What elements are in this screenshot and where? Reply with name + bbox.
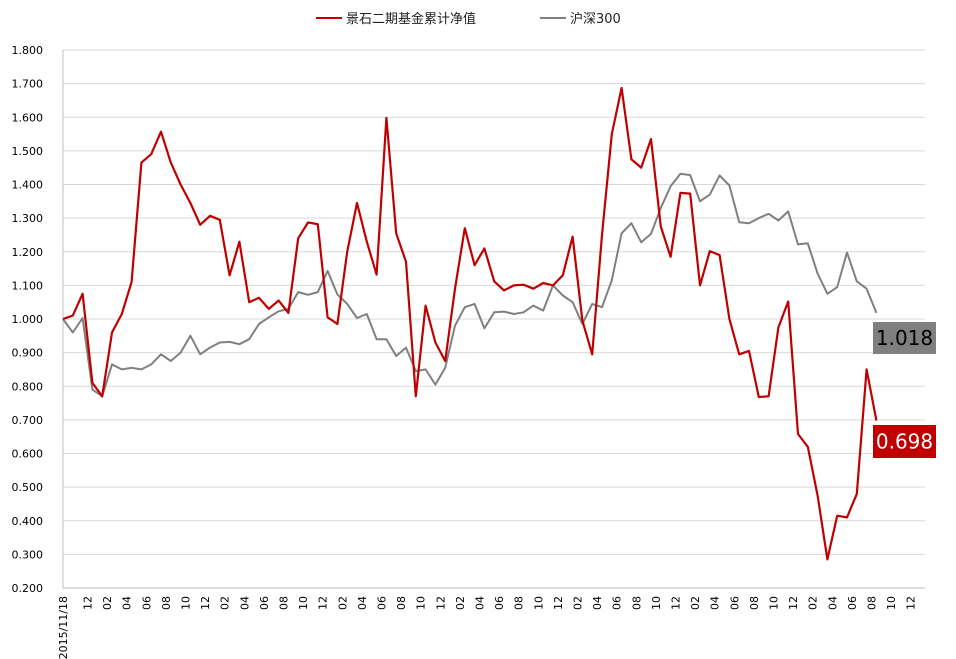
x-tick-label: 08 [278, 596, 291, 610]
y-tick-label: 0.400 [12, 515, 44, 528]
y-tick-label: 0.900 [12, 347, 44, 360]
x-tick-label: 12 [317, 596, 330, 610]
x-tick-label: 04 [709, 596, 722, 610]
x-tick-label: 08 [395, 596, 408, 610]
y-tick-label: 1.400 [12, 179, 44, 192]
x-tick-label: 08 [160, 596, 173, 610]
x-tick-label: 10 [768, 596, 781, 610]
gridlines [63, 49, 925, 589]
y-tick-label: 0.700 [12, 414, 44, 427]
end-label-1: 0.698 [876, 430, 933, 454]
x-tick-label: 2015/11/18 [57, 596, 70, 659]
y-tick-label: 1.800 [12, 44, 44, 57]
x-axis-ticks: 2015/11/18 12 02 04 06 08 10 12 02 04 06 08 10 12 02 04… [57, 596, 918, 659]
x-tick-label: 06 [493, 596, 506, 610]
x-tick-label: 08 [630, 596, 643, 610]
y-tick-label: 1.100 [12, 279, 44, 292]
y-tick-label: 0.600 [12, 448, 44, 461]
x-tick-label: 10 [532, 596, 545, 610]
y-tick-label: 0.500 [12, 481, 44, 494]
x-tick-label: 02 [572, 596, 585, 610]
x-tick-label: 10 [650, 596, 663, 610]
legend-label-0: 景石二期基金累计净值 [346, 11, 476, 27]
x-tick-label: 04 [121, 596, 134, 610]
x-tick-label: 12 [552, 596, 565, 610]
x-tick-label: 12 [434, 596, 447, 610]
x-tick-label: 08 [866, 596, 879, 610]
x-tick-label: 12 [787, 596, 800, 610]
x-tick-label: 02 [689, 596, 702, 610]
end-label-box-1 [873, 425, 936, 458]
end-label-0: 1.018 [876, 326, 933, 350]
y-tick-label: 1.000 [12, 313, 44, 326]
y-tick-label: 1.600 [12, 111, 44, 124]
x-tick-label: 10 [415, 596, 428, 610]
y-tick-label: 1.700 [12, 78, 44, 91]
x-tick-label: 02 [454, 596, 467, 610]
x-tick-label: 06 [846, 596, 859, 610]
end-labels: 1.018 0.698 [873, 322, 936, 458]
y-axis-ticks: 0.200 0.300 0.400 0.500 0.600 0.700 0.800 0.900… [12, 44, 44, 595]
x-tick-label: 08 [748, 596, 761, 610]
x-tick-label: 12 [82, 596, 95, 610]
x-tick-label: 04 [356, 596, 369, 610]
x-tick-label: 06 [376, 596, 389, 610]
y-tick-label: 0.300 [12, 548, 44, 561]
x-tick-label: 04 [826, 596, 839, 610]
legend-label-1: 沪深300 [570, 11, 621, 27]
y-tick-label: 0.200 [12, 582, 44, 595]
x-tick-label: 08 [513, 596, 526, 610]
x-tick-label: 04 [474, 596, 487, 610]
x-tick-label: 12 [670, 596, 683, 610]
end-label-box-0 [873, 322, 936, 354]
x-tick-label: 04 [238, 596, 251, 610]
y-tick-label: 1.500 [12, 145, 44, 158]
x-tick-label: 12 [199, 596, 212, 610]
x-tick-label: 04 [591, 596, 604, 610]
series-line-0 [62, 86, 878, 561]
x-tick-label: 02 [219, 596, 232, 610]
x-tick-label: 02 [101, 596, 114, 610]
legend: 景石二期基金累计净值 沪深300 [316, 11, 621, 27]
x-tick-label: 06 [728, 596, 741, 610]
y-tick-label: 1.200 [12, 246, 44, 259]
x-tick-label: 02 [807, 596, 820, 610]
x-tick-label: 10 [885, 596, 898, 610]
x-tick-label: 02 [336, 596, 349, 610]
x-tick-label: 06 [140, 596, 153, 610]
x-tick-label: 06 [611, 596, 624, 610]
y-tick-label: 0.800 [12, 380, 44, 393]
x-tick-label: 10 [180, 596, 193, 610]
series-line-1 [62, 172, 878, 398]
series-lines [62, 86, 878, 561]
x-tick-label: 06 [258, 596, 271, 610]
x-tick-label: 10 [297, 596, 310, 610]
x-tick-label: 12 [905, 596, 918, 610]
y-tick-label: 1.300 [12, 212, 44, 225]
